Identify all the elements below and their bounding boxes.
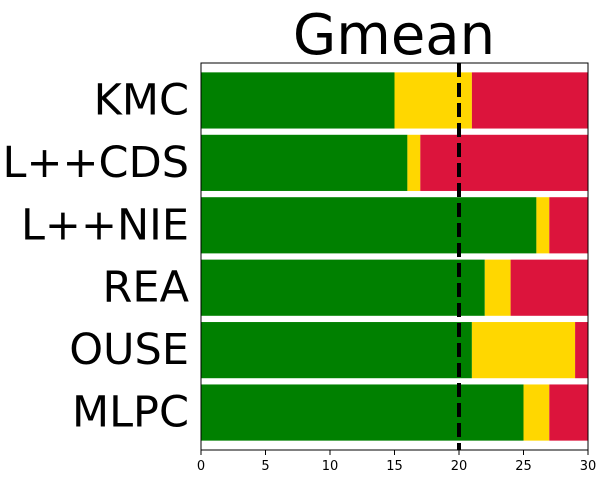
x-tick-label: 5 xyxy=(261,459,269,474)
bar-segment-mlpc-1 xyxy=(523,384,550,441)
category-label: KMC xyxy=(94,75,189,125)
category-label: OUSE xyxy=(69,325,189,375)
plot-frame xyxy=(200,62,589,451)
bar-segment-l-cds-1 xyxy=(407,134,421,191)
category-label: L++CDS xyxy=(3,138,189,188)
bar-segment-ouse-0 xyxy=(201,322,472,379)
bar-segment-rea-2 xyxy=(510,259,588,316)
bar-segment-l-nie-1 xyxy=(536,197,550,254)
bars-group xyxy=(201,72,588,441)
x-axis-ticks: 0 5 10 15 20 25 30 xyxy=(197,450,596,474)
bar-segment-mlpc-2 xyxy=(549,384,588,441)
bar-segment-rea-1 xyxy=(484,259,511,316)
bar-segment-rea-0 xyxy=(201,259,485,316)
bar-segment-ouse-2 xyxy=(575,322,588,379)
x-tick-label: 20 xyxy=(451,459,468,474)
x-tick-label: 10 xyxy=(322,459,339,474)
category-labels: KMC L++CDS L++NIE REA OUSE MLPC xyxy=(3,75,190,437)
bar-segment-l-cds-2 xyxy=(420,134,588,191)
bar-segment-kmc-0 xyxy=(201,72,395,129)
category-label: MLPC xyxy=(72,388,189,438)
bar-segment-l-cds-0 xyxy=(201,134,408,191)
x-tick-label: 15 xyxy=(386,459,403,474)
x-tick-label: 30 xyxy=(580,459,597,474)
chart-title: Gmean xyxy=(293,3,495,68)
bar-segment-l-nie-2 xyxy=(549,197,588,254)
bar-segment-kmc-1 xyxy=(394,72,472,129)
bar-segment-l-nie-0 xyxy=(201,197,537,254)
x-tick-label: 0 xyxy=(197,459,205,474)
x-tick-label: 25 xyxy=(515,459,532,474)
category-label: L++NIE xyxy=(21,200,189,250)
bar-segment-kmc-2 xyxy=(471,72,588,129)
bar-segment-ouse-1 xyxy=(471,322,576,379)
category-label: REA xyxy=(103,263,190,313)
bar-segment-mlpc-0 xyxy=(201,384,524,441)
